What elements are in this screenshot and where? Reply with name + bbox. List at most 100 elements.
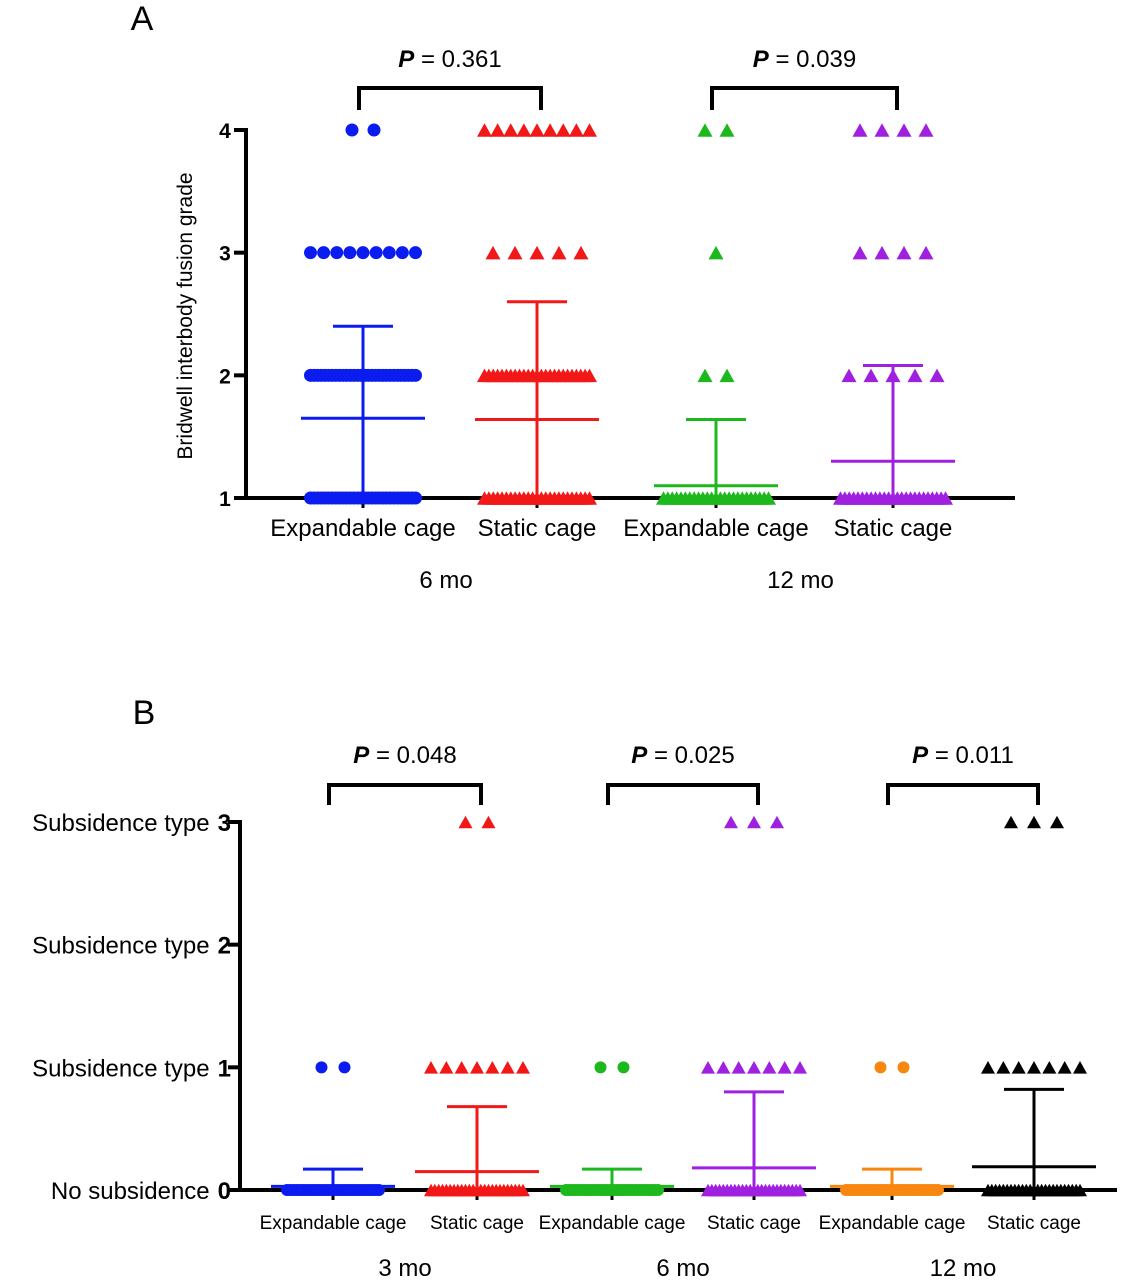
p-symbol: P [631,742,648,769]
y-tick-label: No subsidence 0 [51,1178,231,1205]
data-point [369,246,383,260]
data-point [1042,1061,1057,1074]
data-point [770,815,784,829]
data-point [716,1061,731,1074]
data-point [777,1061,792,1074]
data-point [367,123,381,137]
data-point [719,123,735,137]
data-point [1004,815,1018,829]
data-point [573,245,589,260]
data-point [897,1061,910,1074]
data-point [896,245,912,260]
data-point [938,491,953,505]
x-category-label: Static cage [478,515,597,542]
data-point [458,815,473,829]
data-point [929,368,945,383]
series-group [692,815,816,1197]
data-point [852,123,868,137]
time-point-label: 12 mo [930,1255,997,1280]
chart-panel-a: A Bridwell interbody fusion grade 1 2 3 4 Expa… [131,0,1015,594]
p-symbol: P [353,742,370,769]
data-point [793,1061,807,1074]
data-point [382,246,396,260]
series-group [475,123,599,505]
y-tick-label: Subsidence type 1 [32,1055,231,1082]
data-point [507,245,523,260]
y-tick-number: 0 [218,1178,231,1205]
data-point [874,123,890,137]
y-tick-text: Subsidence type [32,810,209,837]
data-point [343,246,357,260]
data-point [555,123,571,137]
p-value-text: = 0.011 [928,742,1014,769]
data-point [1073,1183,1087,1197]
data-point [708,245,724,260]
data-point [1057,1061,1072,1074]
data-point [582,368,597,383]
data-point [542,123,558,137]
data-point [356,246,370,260]
data-point [568,123,584,137]
data-point [503,123,519,137]
data-point [439,1061,454,1074]
data-point [1027,815,1041,829]
data-point [1073,1061,1087,1074]
data-point [516,1061,530,1074]
x-category-label: Expandable cage [260,1213,407,1234]
data-point [697,368,713,383]
y-tick-text: Subsidence type [32,1055,209,1082]
data-point [317,246,331,260]
x-category-label: Expandable cage [623,515,808,542]
p-value-label: P = 0.048 [353,742,456,769]
p-value-text: = 0.048 [369,742,456,769]
comparison-bracket [886,783,1040,805]
data-point [793,1183,807,1197]
data-point [304,246,317,260]
comparison-bracket [606,783,760,805]
data-point [470,1061,484,1074]
p-value-text: = 0.039 [769,46,856,73]
data-point [485,1061,500,1074]
y-tick-label: 2 [219,365,231,388]
y-tick-label: 1 [219,488,231,511]
series-group [271,1061,395,1196]
time-point-label: 3 mo [378,1255,431,1280]
p-value-label: P = 0.039 [753,46,856,73]
data-point [907,368,923,383]
data-point [731,1061,746,1074]
p-value-label: P = 0.025 [631,742,734,769]
data-point [551,245,567,260]
series-group [972,815,1096,1197]
y-tick-text: No subsidence [51,1178,210,1205]
data-point [918,245,934,260]
data-point [594,1061,607,1074]
y-tick-label: 4 [219,120,231,143]
data-point [724,815,738,829]
panel-label: B [133,694,156,732]
data-point [490,123,506,137]
series-group [301,123,425,505]
time-point-label: 6 mo [419,567,472,594]
time-point-label: 6 mo [656,1255,709,1280]
data-point [1011,1061,1026,1074]
series-group [415,815,539,1197]
p-symbol: P [753,46,770,73]
x-category-label: Static cage [987,1213,1081,1234]
data-point [409,246,422,260]
p-value-text: = 0.361 [414,46,501,73]
y-tick-label: 3 [219,243,231,266]
data-point [481,815,496,829]
data-point [409,368,422,382]
time-point-label: 12 mo [767,567,834,594]
y-tick-label: Subsidence type 3 [32,810,231,837]
data-point [338,1061,351,1074]
y-tick-text: Subsidence type [32,933,209,960]
comparison-bracket [710,86,899,110]
p-symbol: P [912,742,929,769]
y-tick-number: 2 [218,933,231,960]
y-tick-number: 3 [218,810,231,837]
p-symbol: P [398,46,415,73]
data-point [874,1061,887,1074]
data-point [719,368,735,383]
